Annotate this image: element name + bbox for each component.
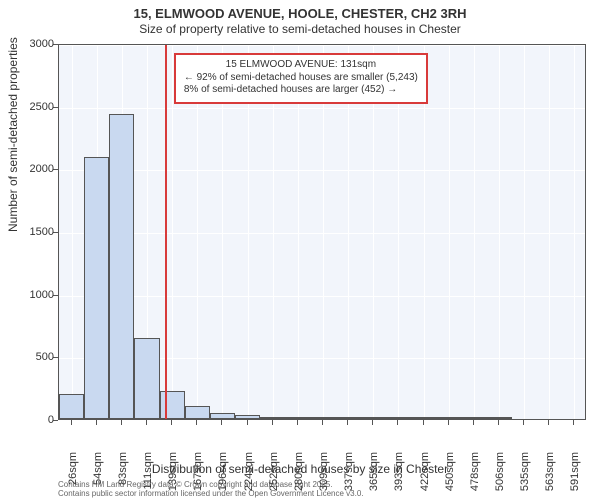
x-tick-label: 422sqm [419, 452, 431, 492]
x-tick-mark [423, 420, 424, 425]
x-tick-label: 365sqm [368, 452, 380, 492]
histogram-bar [210, 413, 235, 419]
histogram-bar [59, 394, 84, 419]
x-tick-label: 54sqm [92, 452, 104, 492]
x-tick-label: 196sqm [217, 452, 229, 492]
legend-line: 15 ELMWOOD AVENUE: 131sqm [184, 59, 418, 72]
x-tick-mark [272, 420, 273, 425]
x-tick-mark [347, 420, 348, 425]
x-tick-label: 393sqm [393, 452, 405, 492]
grid-line-v [499, 45, 500, 419]
x-tick-label: 563sqm [544, 452, 556, 492]
plot-area: 15 ELMWOOD AVENUE: 131sqm← 92% of semi-d… [58, 44, 586, 420]
grid-line-v [72, 45, 73, 419]
grid-line-h [59, 170, 585, 171]
x-tick-mark [523, 420, 524, 425]
x-tick-mark [171, 420, 172, 425]
y-tick-label: 0 [4, 414, 54, 426]
histogram-bar [411, 417, 436, 419]
y-tick-label: 2000 [4, 163, 54, 175]
grid-line-h [59, 296, 585, 297]
chart-wrapper: 15, ELMWOOD AVENUE, HOOLE, CHESTER, CH2 … [0, 0, 600, 500]
x-tick-label: 280sqm [293, 452, 305, 492]
grid-line-v [524, 45, 525, 419]
x-tick-mark [372, 420, 373, 425]
x-tick-label: 111sqm [142, 452, 154, 492]
histogram-bar [185, 406, 210, 419]
x-tick-label: 139sqm [167, 452, 179, 492]
histogram-bar [134, 338, 159, 419]
chart-title-line2: Size of property relative to semi-detach… [0, 22, 600, 36]
x-tick-mark [297, 420, 298, 425]
y-tick-label: 1000 [4, 289, 54, 301]
chart-title-line1: 15, ELMWOOD AVENUE, HOOLE, CHESTER, CH2 … [0, 6, 600, 21]
x-tick-mark [573, 420, 574, 425]
grid-line-h [59, 45, 585, 46]
x-tick-mark [548, 420, 549, 425]
x-tick-mark [71, 420, 72, 425]
histogram-bar [361, 417, 386, 419]
x-tick-mark [121, 420, 122, 425]
grid-line-h [59, 108, 585, 109]
x-tick-mark [473, 420, 474, 425]
reference-line [165, 45, 167, 419]
x-tick-mark [397, 420, 398, 425]
histogram-bar [336, 417, 361, 419]
histogram-bar [461, 417, 486, 419]
histogram-bar [436, 417, 461, 419]
x-tick-mark [322, 420, 323, 425]
x-tick-label: 309sqm [318, 452, 330, 492]
y-tick-label: 500 [4, 351, 54, 363]
y-tick-label: 1500 [4, 226, 54, 238]
x-tick-label: 591sqm [569, 452, 581, 492]
grid-line-v [549, 45, 550, 419]
x-tick-mark [247, 420, 248, 425]
histogram-bar [486, 417, 511, 419]
x-tick-label: 26sqm [67, 452, 79, 492]
x-tick-mark [196, 420, 197, 425]
grid-line-v [449, 45, 450, 419]
histogram-bar [84, 157, 109, 419]
x-tick-label: 337sqm [343, 452, 355, 492]
histogram-bar [260, 417, 285, 420]
x-tick-mark [146, 420, 147, 425]
x-tick-label: 450sqm [444, 452, 456, 492]
grid-line-v [574, 45, 575, 419]
legend-box: 15 ELMWOOD AVENUE: 131sqm← 92% of semi-d… [174, 53, 428, 104]
x-tick-mark [96, 420, 97, 425]
histogram-bar [109, 114, 134, 419]
x-tick-label: 252sqm [268, 452, 280, 492]
x-tick-label: 224sqm [243, 452, 255, 492]
histogram-bar [386, 417, 411, 419]
x-tick-label: 535sqm [519, 452, 531, 492]
y-axis-title: Number of semi-detached properties [6, 37, 20, 232]
legend-line: 8% of semi-detached houses are larger (4… [184, 84, 418, 97]
x-tick-mark [498, 420, 499, 425]
y-tick-label: 3000 [4, 38, 54, 50]
histogram-bar [235, 415, 260, 419]
histogram-bar [310, 417, 335, 419]
grid-line-v [474, 45, 475, 419]
legend-line: ← 92% of semi-detached houses are smalle… [184, 72, 418, 85]
y-tick-label: 2500 [4, 101, 54, 113]
x-tick-label: 167sqm [192, 452, 204, 492]
x-tick-mark [221, 420, 222, 425]
x-tick-label: 478sqm [469, 452, 481, 492]
x-tick-label: 83sqm [117, 452, 129, 492]
histogram-bar [285, 417, 310, 419]
x-tick-mark [448, 420, 449, 425]
x-tick-label: 506sqm [494, 452, 506, 492]
histogram-bar [160, 391, 185, 419]
grid-line-h [59, 233, 585, 234]
